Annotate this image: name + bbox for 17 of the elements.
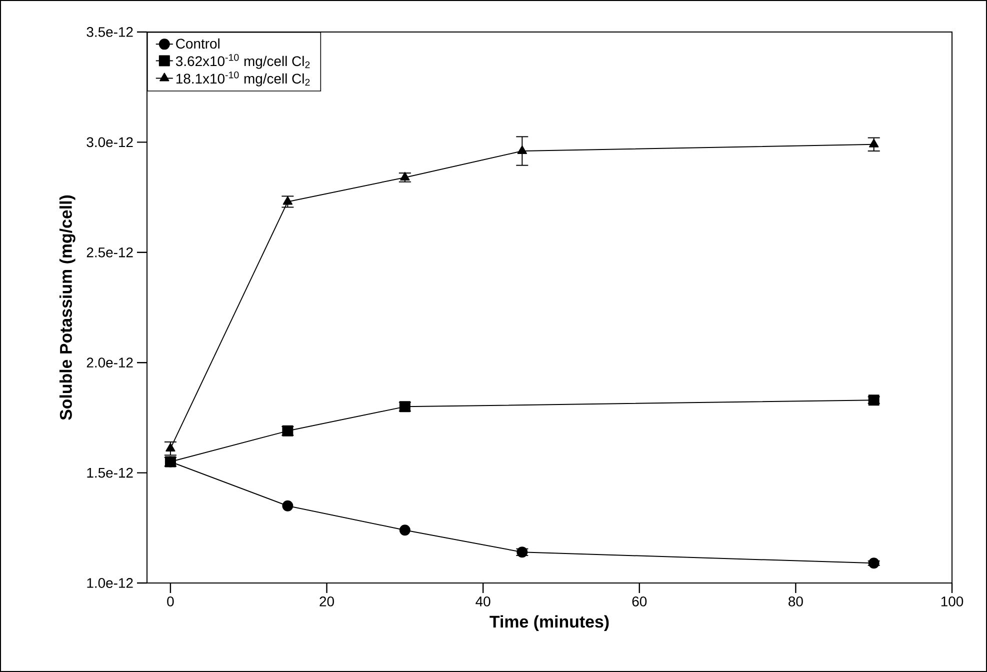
x-tick-label: 0: [167, 596, 174, 606]
y-tick-label: 1.0e-12: [87, 578, 133, 588]
x-tick-label: 80: [788, 596, 803, 606]
y-axis-title: Soluble Potassium (mg/cell): [59, 195, 76, 420]
x-axis-title: Time (minutes): [490, 615, 609, 632]
x-tick-label: 60: [632, 596, 647, 606]
x-tick-label: 20: [320, 596, 334, 606]
x-tick-label: 40: [476, 596, 490, 606]
y-tick-label: 3.0e-12: [86, 137, 133, 148]
y-tick-label: 2.0e-12: [86, 358, 133, 368]
legend-label: Control: [176, 38, 220, 49]
y-tick-label: 3.5e-12: [86, 27, 133, 37]
y-tick-label: 2.5e-12: [86, 247, 133, 258]
y-tick-label: 1.5e-12: [87, 468, 133, 478]
legend-label: 18.1x10$^{-10}$ mg/cell Cl$_{2}$: [176, 71, 310, 86]
legend-label: 3.62x10$^{-10}$ mg/cell Cl$_{2}$: [176, 54, 310, 69]
x-tick-label: 100: [941, 596, 964, 606]
